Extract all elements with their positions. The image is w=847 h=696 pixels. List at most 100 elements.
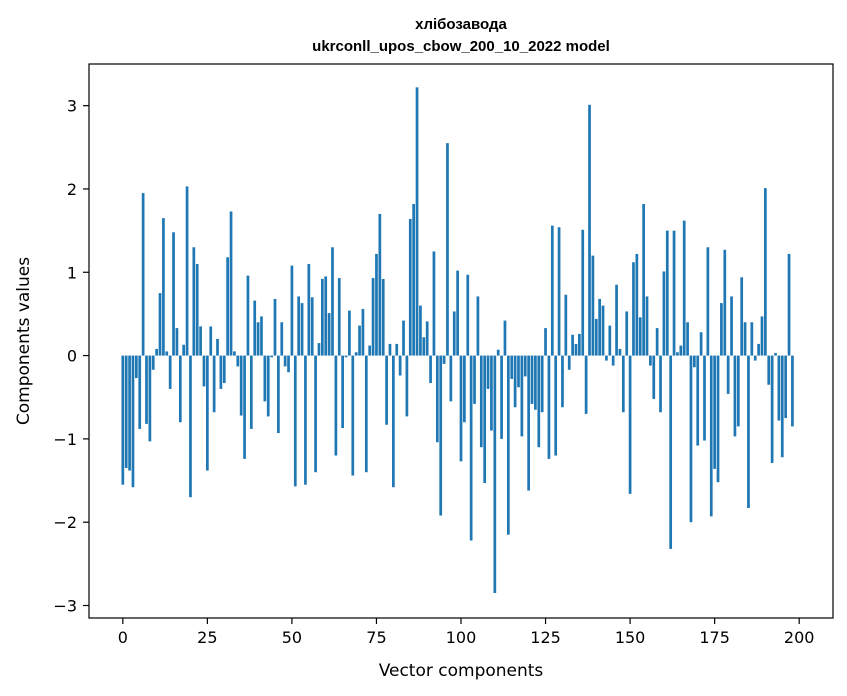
bar bbox=[378, 213, 382, 356]
bar bbox=[692, 355, 696, 368]
bar bbox=[764, 188, 767, 356]
bar bbox=[713, 355, 716, 469]
bar bbox=[395, 343, 399, 356]
bar bbox=[730, 296, 733, 356]
bar bbox=[544, 328, 547, 356]
bar bbox=[686, 322, 689, 356]
bar bbox=[625, 311, 629, 356]
bar bbox=[280, 322, 284, 356]
bar bbox=[736, 355, 740, 427]
bar bbox=[780, 355, 784, 458]
bar bbox=[635, 253, 639, 356]
bar bbox=[178, 355, 182, 423]
x-tick-label: 25 bbox=[197, 628, 217, 647]
bar bbox=[334, 355, 338, 456]
bar bbox=[540, 355, 544, 413]
bar bbox=[726, 355, 730, 394]
bar bbox=[402, 320, 405, 356]
bar bbox=[287, 355, 290, 373]
bar bbox=[212, 355, 216, 413]
bar bbox=[638, 317, 642, 356]
bar bbox=[243, 355, 246, 459]
bar bbox=[608, 325, 612, 356]
bar bbox=[249, 355, 253, 429]
bar bbox=[706, 247, 710, 356]
bar bbox=[588, 104, 591, 356]
bar bbox=[226, 257, 230, 356]
x-tick-label: 125 bbox=[530, 628, 561, 647]
bar bbox=[266, 355, 270, 417]
x-tick-label: 50 bbox=[282, 628, 302, 647]
bar bbox=[148, 355, 152, 442]
bar bbox=[750, 322, 754, 356]
bar bbox=[432, 251, 436, 356]
bar bbox=[757, 343, 760, 356]
bar bbox=[320, 278, 324, 356]
bar bbox=[195, 263, 199, 356]
bar bbox=[270, 355, 273, 358]
bar bbox=[131, 355, 135, 488]
x-tick-label: 175 bbox=[699, 628, 730, 647]
bar bbox=[239, 355, 243, 416]
bar bbox=[351, 355, 355, 476]
bar bbox=[442, 355, 446, 364]
bar bbox=[392, 355, 395, 488]
bar bbox=[770, 355, 774, 464]
bar bbox=[655, 328, 659, 356]
x-tick-label: 200 bbox=[784, 628, 815, 647]
bar bbox=[199, 326, 202, 356]
bar bbox=[128, 355, 131, 471]
bar bbox=[760, 316, 764, 356]
bar bbox=[185, 186, 189, 356]
bar bbox=[605, 355, 608, 361]
bar-series bbox=[121, 87, 794, 594]
bar bbox=[784, 355, 788, 419]
bar bbox=[689, 355, 693, 523]
bar bbox=[753, 355, 757, 361]
bar bbox=[550, 225, 554, 356]
bar bbox=[523, 355, 527, 377]
bar bbox=[151, 355, 155, 370]
bar bbox=[723, 249, 727, 356]
bar bbox=[699, 332, 703, 356]
bar bbox=[652, 355, 656, 399]
chart-title: хлібозавода bbox=[415, 16, 507, 33]
bar bbox=[253, 300, 257, 356]
bar bbox=[273, 298, 277, 356]
bar bbox=[679, 345, 683, 356]
bar bbox=[743, 322, 747, 356]
bar bbox=[791, 355, 794, 427]
bar bbox=[405, 355, 409, 417]
bar bbox=[435, 355, 439, 443]
bar bbox=[672, 230, 676, 356]
bar bbox=[584, 355, 588, 414]
bar bbox=[293, 355, 297, 487]
bar bbox=[277, 355, 280, 434]
bar bbox=[381, 278, 385, 356]
y-tick-label: 0 bbox=[67, 347, 77, 366]
bar bbox=[419, 305, 422, 356]
y-tick-label: 3 bbox=[67, 97, 77, 116]
bar bbox=[578, 333, 581, 356]
bar bbox=[317, 343, 321, 356]
bar bbox=[202, 355, 206, 387]
bar bbox=[459, 355, 463, 462]
bar bbox=[747, 355, 750, 509]
bar bbox=[422, 337, 426, 356]
bar bbox=[496, 349, 500, 356]
bar bbox=[720, 303, 723, 356]
bar bbox=[659, 355, 662, 413]
bar bbox=[716, 355, 720, 483]
y-tick-label: −2 bbox=[53, 513, 77, 532]
x-tick-label: 0 bbox=[118, 628, 128, 647]
bar bbox=[297, 296, 301, 356]
bar bbox=[219, 355, 223, 389]
bar bbox=[348, 310, 351, 356]
bar bbox=[520, 355, 524, 437]
bar bbox=[490, 355, 493, 431]
bar bbox=[774, 353, 777, 356]
bar bbox=[175, 328, 179, 356]
bar bbox=[682, 220, 686, 356]
bar bbox=[611, 355, 615, 366]
bar bbox=[649, 355, 652, 366]
